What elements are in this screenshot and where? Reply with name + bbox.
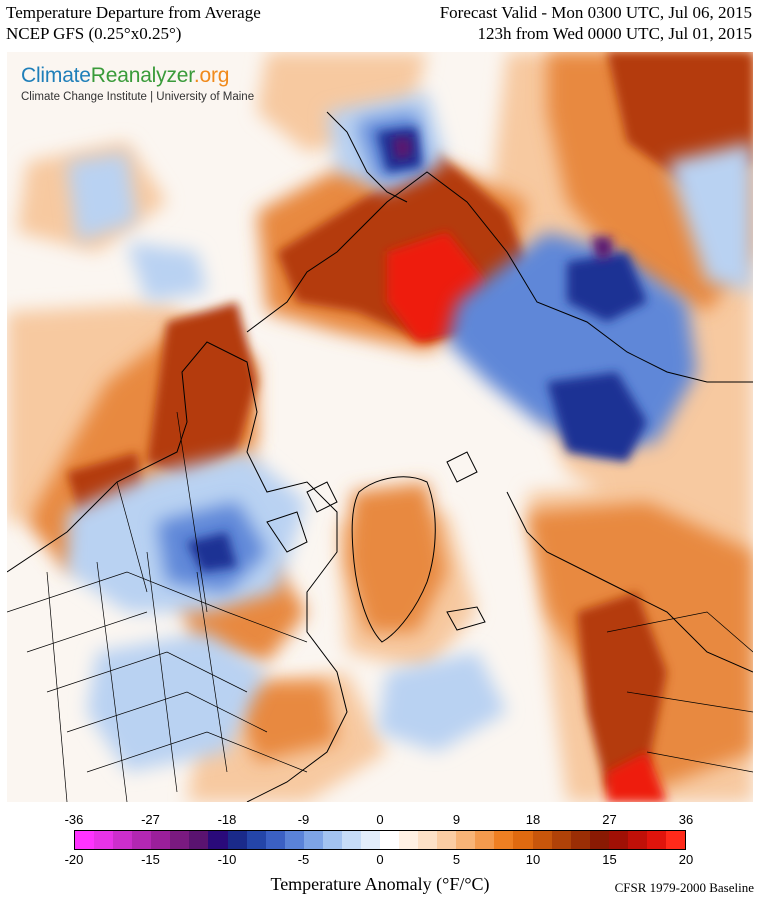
colorbar-segment	[303, 831, 323, 849]
arctic-islands-coastline	[266, 451, 478, 553]
celsius-tick-label: 5	[452, 852, 461, 867]
political-boundaries	[7, 411, 753, 802]
colorbar-segment	[456, 831, 476, 849]
fahrenheit-tick-label: -27	[141, 812, 160, 827]
logo-part-climate: Climate	[21, 64, 91, 87]
celsius-tick-label: -5	[297, 852, 310, 867]
colorbar-segment	[341, 831, 361, 849]
colorbar-segment	[360, 831, 380, 849]
celsius-tick-label: -20	[64, 852, 84, 867]
colorbar-segment	[475, 831, 495, 849]
fahrenheit-tick-label: -9	[297, 812, 310, 827]
colorbar-segment	[494, 831, 514, 849]
celsius-tick-label: 10	[525, 852, 541, 867]
colorbar-segment	[132, 831, 152, 849]
fahrenheit-tick-label: 18	[525, 812, 541, 827]
colorbar-segment	[437, 831, 457, 849]
colorbar-segment	[627, 831, 647, 849]
colorbar-segment	[322, 831, 342, 849]
colorbar-segment	[208, 831, 228, 849]
map-title: Temperature Departure from Average	[6, 3, 261, 22]
colorbar-segment	[532, 831, 552, 849]
colorbar	[74, 830, 686, 850]
celsius-tick-label: -10	[217, 852, 237, 867]
colorbar-segment	[380, 831, 400, 849]
colorbar-segment	[418, 831, 438, 849]
colorbar-segment	[646, 831, 666, 849]
colorbar-segment	[227, 831, 247, 849]
colorbar-segment	[265, 831, 285, 849]
anomaly-map-graphic	[7, 52, 753, 802]
colorbar-label: Temperature Anomaly (°F/°C)	[270, 874, 490, 894]
fahrenheit-tick-label: 9	[452, 812, 461, 827]
greenland-coastline	[351, 476, 436, 643]
logo-part-org: .org	[193, 64, 230, 87]
colorbar-segment	[151, 831, 171, 849]
colorbar-segment	[113, 831, 133, 849]
colorbar-celsius-ticks: -20 -15 -10 -5 0 5 10 15 20	[65, 852, 694, 868]
colorbar-segment	[94, 831, 114, 849]
europe-coastline	[506, 491, 753, 673]
fahrenheit-tick-label: 36	[678, 812, 694, 827]
colorbar-segment	[570, 831, 590, 849]
colorbar-segment	[246, 831, 266, 849]
colorbar-segment	[589, 831, 609, 849]
model-name: NCEP GFS (0.25°x0.25°)	[6, 24, 182, 43]
anomaly-map: ClimateReanalyzer.org Climate Change Ins…	[7, 52, 753, 802]
logo-part-reanalyzer: Reanalyzer	[90, 64, 194, 87]
celsius-tick-label: 20	[678, 852, 694, 867]
iceland-coastline	[446, 606, 486, 631]
north-america-coastline	[7, 341, 348, 802]
forecast-init-time: 123h from Wed 0000 UTC, Jul 01, 2015	[477, 24, 752, 43]
colorbar-segment	[170, 831, 190, 849]
logo-subtitle: Climate Change Institute | University of…	[21, 91, 255, 103]
colorbar-segment	[608, 831, 628, 849]
celsius-tick-label: 15	[602, 852, 617, 867]
fahrenheit-tick-label: -18	[217, 812, 237, 827]
cold-deep-regions	[392, 137, 612, 260]
fahrenheit-tick-label: 27	[602, 812, 617, 827]
celsius-tick-label: 0	[376, 852, 384, 867]
fahrenheit-tick-label: 0	[376, 812, 384, 827]
colorbar-segment	[189, 831, 209, 849]
forecast-valid-time: Forecast Valid - Mon 0300 UTC, Jul 06, 2…	[439, 3, 752, 22]
colorbar-segment	[513, 831, 533, 849]
celsius-tick-label: -15	[141, 852, 160, 867]
colorbar-segment	[551, 831, 571, 849]
eurasia-coastline	[246, 171, 753, 383]
colorbar-segment	[75, 831, 95, 849]
colorbar-segment	[665, 831, 685, 849]
asia-east-coastline	[326, 111, 408, 203]
baseline-note: CFSR 1979-2000 Baseline	[614, 880, 754, 895]
colorbar-fahrenheit-ticks: -36 -27 -18 -9 0 9 18 27 36	[65, 812, 694, 828]
coastlines	[7, 111, 753, 802]
climatereanalyzer-logo: ClimateReanalyzer.org Climate Change Ins…	[21, 64, 254, 103]
colorbar-segment	[399, 831, 419, 849]
colorbar-segment	[284, 831, 304, 849]
fahrenheit-tick-label: -36	[64, 812, 84, 827]
